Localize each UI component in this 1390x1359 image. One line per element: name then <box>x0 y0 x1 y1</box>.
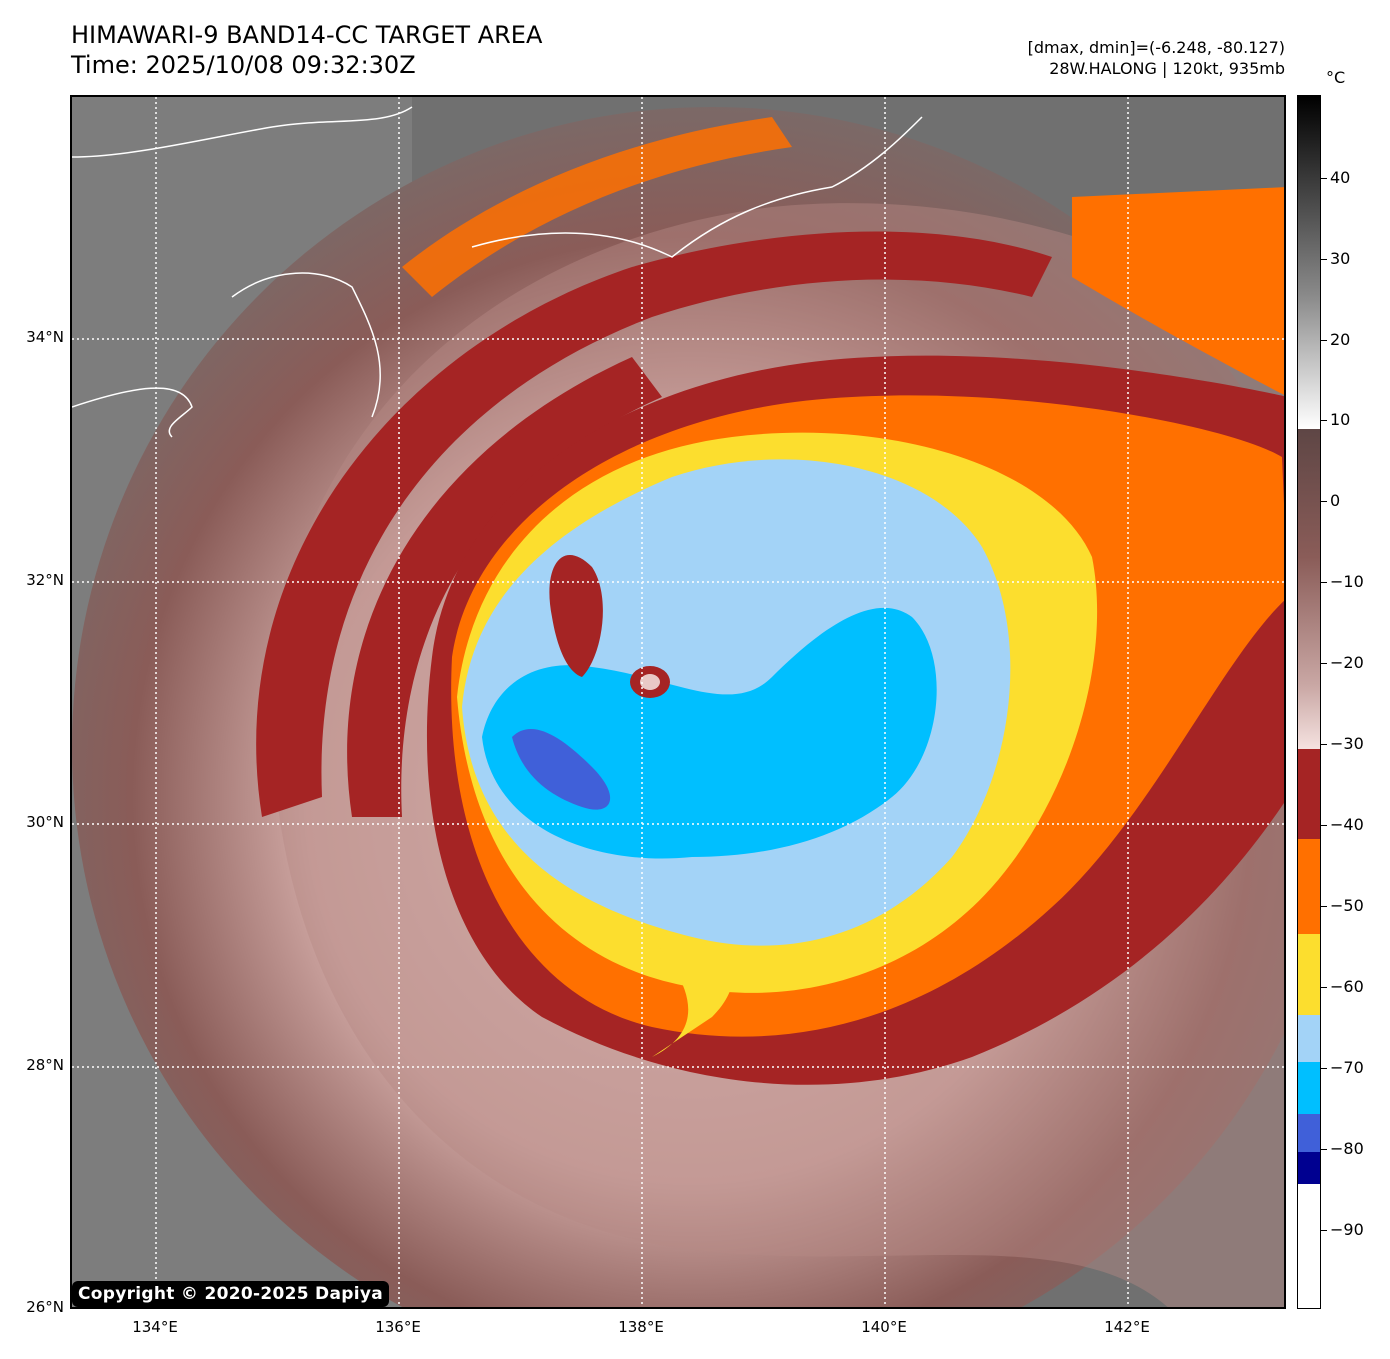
lat-label-28n: 28°N <box>26 1056 64 1074</box>
colorbar-orange-segment <box>1298 839 1320 934</box>
colorbar-label: 20 <box>1330 330 1351 349</box>
coastline-shikoku <box>72 387 193 438</box>
colorbar-label: −10 <box>1330 572 1364 591</box>
storm-eye <box>640 674 660 690</box>
colorbar-royalblue-segment <box>1298 1114 1320 1152</box>
ne-orange-patch <box>1072 187 1284 395</box>
rainband-orange-2 <box>402 117 792 297</box>
title-line-1: HIMAWARI-9 BAND14-CC TARGET AREA <box>71 21 543 49</box>
colorbar-tick <box>1321 1149 1327 1150</box>
outer-rainband-1 <box>256 231 1052 818</box>
colorbar-tick <box>1321 1068 1327 1069</box>
colorbar-tick <box>1321 420 1327 421</box>
yellow-tail <box>632 907 734 1057</box>
lat-label-30n: 30°N <box>26 813 64 831</box>
lon-label-136e: 136°E <box>375 1318 421 1336</box>
colorbar-tick <box>1321 825 1327 826</box>
colorbar-tick <box>1321 663 1327 664</box>
storm-name-text: 28W.HALONG | 120kt, 935mb <box>1049 59 1285 78</box>
colorbar-label: −40 <box>1330 815 1364 834</box>
lat-label-32n: 32°N <box>26 571 64 589</box>
colorbar-label: 30 <box>1330 249 1351 268</box>
lon-label-140e: 140°E <box>861 1318 907 1336</box>
colorbar-label: 10 <box>1330 410 1351 429</box>
colorbar-tick <box>1321 906 1327 907</box>
colorbar-label: 40 <box>1330 168 1351 187</box>
colorbar-label: −90 <box>1330 1220 1364 1239</box>
colorbar-label: −20 <box>1330 653 1364 672</box>
colorbar-lightblue-segment <box>1298 1015 1320 1062</box>
colorbar-tick <box>1321 1230 1327 1231</box>
colorbar-label: −60 <box>1330 977 1364 996</box>
coastline-tokai <box>471 116 923 258</box>
colorbar-label: −70 <box>1330 1058 1364 1077</box>
satellite-map <box>70 95 1286 1309</box>
satellite-imagery <box>72 97 1284 1307</box>
colorbar-navy-segment <box>1298 1152 1320 1184</box>
colorbar-tick <box>1321 340 1327 341</box>
colorbar-darkred-segment <box>1298 749 1320 839</box>
dmax-dmin-text: [dmax, dmin]=(-6.248, -80.127) <box>1027 38 1285 57</box>
outer-rainband-2 <box>347 357 662 817</box>
colorbar-unit: °C <box>1326 68 1346 87</box>
colorbar-label: −50 <box>1330 896 1364 915</box>
coastline-kii <box>231 272 381 418</box>
deep-convection <box>512 728 611 810</box>
storm-info-block: [dmax, dmin]=(-6.248, -80.127) 28W.HALON… <box>1028 37 1285 79</box>
coastline-honshu <box>72 106 413 158</box>
colorbar-tick <box>1321 582 1327 583</box>
colorbar-tick <box>1321 178 1327 179</box>
lon-label-142e: 142°E <box>1104 1318 1150 1336</box>
eye-feeder-band <box>549 555 603 677</box>
colorbar-tick <box>1321 501 1327 502</box>
colorbar-yellow-segment <box>1298 934 1320 1015</box>
colorbar-label: −30 <box>1330 734 1364 753</box>
colorbar <box>1297 95 1321 1309</box>
lon-label-134e: 134°E <box>132 1318 178 1336</box>
colorbar-grey-segment <box>1298 96 1320 429</box>
colorbar-white-segment <box>1298 1184 1320 1308</box>
copyright-badge: Copyright © 2020-2025 Dapiya <box>72 1281 389 1307</box>
title-line-2: Time: 2025/10/08 09:32:30Z <box>71 51 416 79</box>
colorbar-label: −80 <box>1330 1139 1364 1158</box>
colorbar-brown-segment <box>1298 429 1320 749</box>
lat-label-34n: 34°N <box>26 328 64 346</box>
colorbar-tick <box>1321 744 1327 745</box>
chart-title: HIMAWARI-9 BAND14-CC TARGET AREA Time: 2… <box>71 20 542 80</box>
colorbar-tick <box>1321 987 1327 988</box>
colorbar-cyan-segment <box>1298 1062 1320 1114</box>
lat-label-26n: 26°N <box>26 1298 64 1316</box>
colorbar-label: 0 <box>1330 491 1341 510</box>
gridlines <box>72 97 1284 1307</box>
lon-label-138e: 138°E <box>618 1318 664 1336</box>
colorbar-tick <box>1321 259 1327 260</box>
